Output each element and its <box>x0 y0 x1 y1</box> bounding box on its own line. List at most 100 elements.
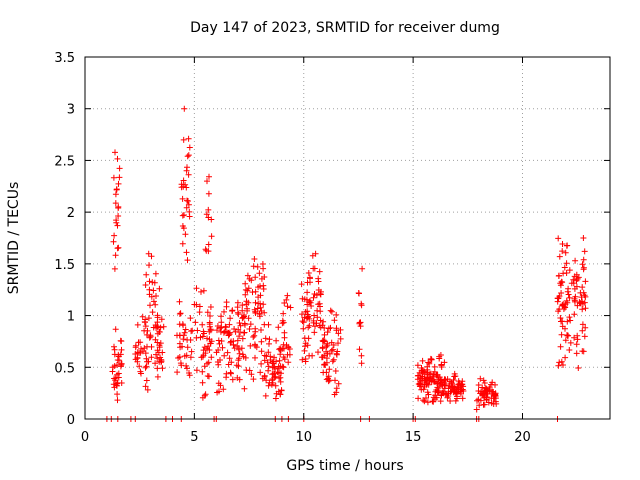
y-axis-label: SRMTID / TECUs <box>6 182 22 295</box>
data-point <box>184 153 191 160</box>
data-point <box>194 327 201 334</box>
data-point <box>566 347 573 353</box>
data-point <box>134 349 141 356</box>
data-point <box>571 285 578 292</box>
data-point <box>185 201 192 208</box>
data-point <box>558 278 565 285</box>
data-point <box>556 272 562 279</box>
data-point <box>236 333 243 340</box>
data-point <box>323 355 330 362</box>
data-point <box>199 321 206 328</box>
data-point <box>335 380 342 387</box>
grid-lines <box>85 57 610 419</box>
data-point <box>111 384 118 391</box>
data-point <box>234 337 241 344</box>
data-point <box>184 197 190 204</box>
data-point <box>142 383 149 390</box>
data-point <box>185 171 192 178</box>
data-point <box>567 339 574 346</box>
axis-ticks: 0 5 10 15 20 0 0.5 1 1.5 2 2.5 3 3.5 <box>54 51 610 445</box>
data-point <box>579 284 586 291</box>
data-point <box>256 311 263 318</box>
data-point <box>562 354 569 361</box>
data-point <box>493 400 500 407</box>
data-point <box>184 344 191 351</box>
data-point <box>110 238 117 245</box>
data-point <box>242 280 249 287</box>
data-point <box>478 388 485 395</box>
data-point <box>579 348 586 355</box>
data-point <box>280 310 287 317</box>
data-point <box>236 320 243 326</box>
data-point <box>154 373 161 380</box>
data-point <box>326 366 333 373</box>
data-point <box>279 363 286 370</box>
data-point <box>180 183 187 190</box>
data-point <box>185 135 192 142</box>
data-point <box>261 309 268 316</box>
data-point <box>572 257 579 264</box>
data-point <box>433 387 440 393</box>
data-point <box>219 344 226 351</box>
data-point <box>431 363 438 370</box>
data-point <box>112 191 119 198</box>
y-tick-label: 1.5 <box>54 258 75 273</box>
data-point <box>223 324 229 331</box>
data-point <box>204 178 210 185</box>
data-point <box>328 308 335 315</box>
data-point <box>358 300 365 307</box>
data-point <box>480 392 487 399</box>
data-point <box>201 330 207 337</box>
data-point <box>416 369 423 376</box>
data-point <box>579 327 586 334</box>
data-point <box>196 303 203 310</box>
data-point <box>181 212 187 218</box>
data-point <box>269 364 276 371</box>
data-point <box>581 292 588 299</box>
data-point <box>454 384 461 391</box>
data-point <box>215 361 222 368</box>
data-point <box>489 379 496 386</box>
data-point <box>112 377 119 384</box>
data-point <box>571 273 578 280</box>
data-point <box>137 339 144 346</box>
y-tick-label: 2 <box>67 206 75 221</box>
data-point <box>575 365 582 371</box>
data-point <box>571 311 578 318</box>
data-points <box>103 105 589 422</box>
data-point <box>311 265 318 272</box>
data-point <box>114 245 121 252</box>
data-point <box>321 331 328 338</box>
data-point <box>181 105 188 112</box>
data-point <box>114 155 121 162</box>
data-point <box>206 373 212 380</box>
data-point <box>183 204 190 211</box>
data-point <box>479 384 486 391</box>
data-point <box>230 341 237 348</box>
data-point <box>565 291 572 298</box>
data-point <box>265 367 272 374</box>
data-point <box>559 323 566 330</box>
data-point <box>251 341 258 348</box>
data-point <box>556 306 563 313</box>
data-point <box>555 362 562 369</box>
data-point <box>572 293 579 300</box>
data-point <box>183 167 190 174</box>
data-point <box>424 389 431 396</box>
data-point <box>460 383 467 390</box>
data-point <box>184 365 190 372</box>
data-point <box>239 302 246 309</box>
data-point <box>116 174 123 181</box>
data-point <box>563 260 570 267</box>
data-point <box>280 319 287 326</box>
data-point <box>217 357 223 363</box>
y-tick-label: 0.5 <box>54 361 75 376</box>
data-point <box>559 241 566 247</box>
data-point <box>558 358 565 365</box>
data-point <box>260 286 267 292</box>
data-point <box>284 292 291 299</box>
data-point <box>280 354 287 361</box>
data-point <box>455 388 462 395</box>
data-point <box>251 256 258 262</box>
data-point <box>562 337 569 344</box>
